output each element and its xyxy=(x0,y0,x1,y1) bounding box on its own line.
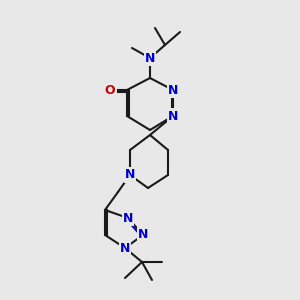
Text: O: O xyxy=(105,83,115,97)
Text: N: N xyxy=(120,242,130,254)
Text: N: N xyxy=(125,169,135,182)
Text: N: N xyxy=(168,83,178,97)
Text: N: N xyxy=(145,52,155,64)
Text: N: N xyxy=(123,212,133,224)
Text: N: N xyxy=(168,110,178,122)
Text: N: N xyxy=(138,229,148,242)
